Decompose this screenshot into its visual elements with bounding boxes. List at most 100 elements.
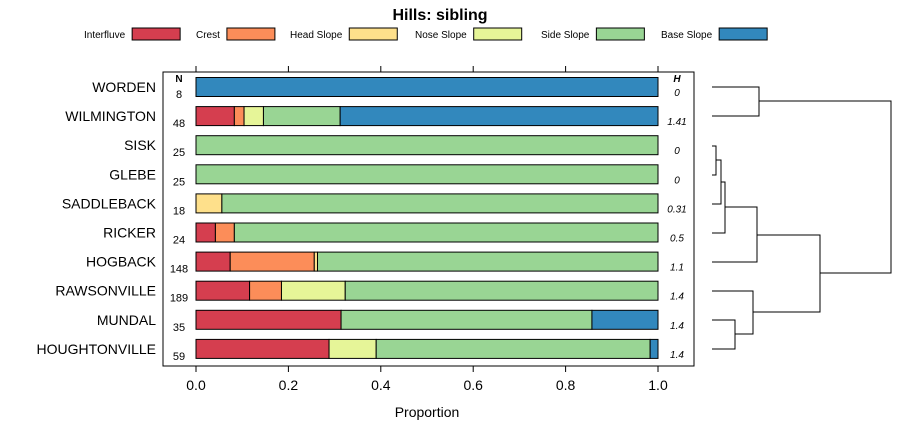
bar-segment-crest bbox=[249, 280, 282, 301]
dendro-ricker bbox=[712, 181, 726, 234]
legend-label-crest: Crest bbox=[196, 30, 220, 41]
bar-segment-interfluve bbox=[195, 106, 235, 127]
row-worden: WORDEN 8 0 bbox=[92, 77, 680, 101]
x-tick-label: 0.2 bbox=[279, 377, 299, 393]
row-h-value: 1.1 bbox=[670, 263, 684, 274]
row-h-value: 0 bbox=[674, 175, 680, 186]
h-header: H bbox=[673, 74, 681, 85]
dendro-mid-join bbox=[753, 234, 821, 313]
bar-segment-base-slope bbox=[649, 338, 659, 359]
row-hogback: HOGBACK 148 1.1 bbox=[86, 251, 684, 276]
bar-segment-interfluve bbox=[195, 222, 216, 243]
row-h-value: 1.4 bbox=[670, 292, 684, 303]
bar-segment-base-slope bbox=[591, 309, 659, 330]
row-n-value: 35 bbox=[173, 322, 185, 334]
row-h-value: 1.4 bbox=[670, 350, 684, 361]
bar-segment-head-slope bbox=[195, 193, 223, 214]
bar-segment-base-slope bbox=[339, 106, 659, 127]
legend-label-base-slope: Base Slope bbox=[661, 30, 713, 41]
row-saddleback: SADDLEBACK 18 0.31 bbox=[62, 193, 687, 217]
row-n-value: 18 bbox=[173, 205, 185, 217]
row-h-value: 1.41 bbox=[667, 117, 686, 128]
legend-swatch-base-slope bbox=[718, 27, 768, 41]
row-label: WORDEN bbox=[92, 79, 156, 95]
row-label: HOUGHTONVILLE bbox=[36, 341, 156, 357]
bar-segment-interfluve bbox=[195, 338, 330, 359]
bar-segment-nose-slope bbox=[243, 106, 264, 127]
bar-segment-interfluve bbox=[195, 251, 231, 272]
row-label: SADDLEBACK bbox=[62, 195, 157, 211]
legend-swatch-side-slope bbox=[595, 27, 645, 41]
row-glebe: GLEBE 25 0 bbox=[109, 164, 680, 188]
legend-label-interfluve: Interfluve bbox=[84, 30, 126, 41]
dendro-root bbox=[759, 100, 892, 274]
legend-label-side-slope: Side Slope bbox=[541, 30, 590, 41]
legend-swatch-head-slope bbox=[348, 27, 398, 41]
row-h-value: 0 bbox=[674, 88, 680, 99]
row-label: GLEBE bbox=[109, 166, 156, 182]
bar-segment-side-slope bbox=[233, 222, 659, 243]
row-n-value: 59 bbox=[173, 351, 185, 363]
row-label: WILMINGTON bbox=[65, 108, 156, 124]
x-axis: 0.0 0.2 0.4 0.6 0.8 1.0 bbox=[186, 66, 668, 393]
row-h-value: 0 bbox=[674, 146, 680, 157]
bar-segment-base-slope bbox=[195, 77, 659, 97]
bar-segment-side-slope bbox=[262, 106, 341, 127]
row-n-value: 24 bbox=[173, 235, 185, 247]
bar-segment-nose-slope bbox=[280, 280, 346, 301]
row-wilmington: WILMINGTON 48 1.41 bbox=[65, 106, 687, 130]
x-axis-label: Proportion bbox=[395, 404, 460, 420]
bar-segment-crest bbox=[229, 251, 315, 272]
row-label: RAWSONVILLE bbox=[55, 283, 156, 299]
dendro-mundal-hought bbox=[712, 319, 736, 350]
row-label: RICKER bbox=[103, 225, 156, 241]
bar-segment-side-slope bbox=[195, 135, 659, 156]
row-n-value: 48 bbox=[173, 118, 185, 130]
row-label: SISK bbox=[124, 137, 157, 153]
chart-title: Hills: sibling bbox=[392, 7, 487, 24]
bar-segment-interfluve bbox=[195, 309, 342, 330]
row-n-value: 148 bbox=[170, 264, 188, 276]
dendro-hogback bbox=[712, 206, 758, 263]
row-n-value: 8 bbox=[176, 89, 182, 101]
row-mundal: MUNDAL 35 1.4 bbox=[97, 309, 684, 334]
plot-panel bbox=[162, 71, 695, 367]
row-n-value: 189 bbox=[170, 293, 188, 305]
dendro-sisk-glebe bbox=[712, 145, 717, 176]
dendro-worden-wilmington bbox=[712, 86, 760, 117]
row-n-value: 25 bbox=[173, 147, 185, 159]
bar-segment-side-slope bbox=[195, 164, 659, 185]
bar-segment-side-slope bbox=[221, 193, 659, 214]
row-h-value: 1.4 bbox=[670, 321, 684, 332]
bar-segment-nose-slope bbox=[328, 338, 377, 359]
legend-swatch-crest bbox=[226, 27, 276, 41]
legend: Interfluve Crest Head Slope Nose Slope Side … bbox=[84, 27, 768, 41]
dendro-rawsonville bbox=[712, 290, 754, 335]
legend-label-head-slope: Head Slope bbox=[290, 30, 343, 41]
bar-segment-crest bbox=[214, 222, 235, 243]
x-tick-label: 0.4 bbox=[371, 377, 391, 393]
legend-label-nose-slope: Nose Slope bbox=[415, 30, 467, 41]
x-tick-label: 0.0 bbox=[186, 377, 206, 393]
bar-segment-side-slope bbox=[344, 280, 659, 301]
row-n-value: 25 bbox=[173, 176, 185, 188]
x-tick-label: 0.8 bbox=[556, 377, 576, 393]
row-rawsonville: RAWSONVILLE 189 1.4 bbox=[55, 280, 684, 305]
bar-segment-side-slope bbox=[340, 309, 593, 330]
x-tick-label: 0.6 bbox=[463, 377, 483, 393]
bar-segment-side-slope bbox=[317, 251, 659, 272]
row-ricker: RICKER 24 0.5 bbox=[103, 222, 684, 247]
bar-segment-interfluve bbox=[195, 280, 251, 301]
legend-swatch-nose-slope bbox=[473, 27, 523, 41]
row-label: MUNDAL bbox=[97, 312, 156, 328]
legend-swatch-interfluve bbox=[131, 27, 181, 41]
n-header: N bbox=[175, 74, 182, 85]
x-tick-label: 1.0 bbox=[648, 377, 668, 393]
dendrogram bbox=[712, 86, 892, 350]
bar-segment-side-slope bbox=[375, 338, 651, 359]
row-sisk: SISK 25 0 bbox=[124, 135, 680, 159]
row-houghtonville: HOUGHTONVILLE 59 1.4 bbox=[36, 338, 684, 363]
bar-segment-crest bbox=[233, 106, 245, 127]
